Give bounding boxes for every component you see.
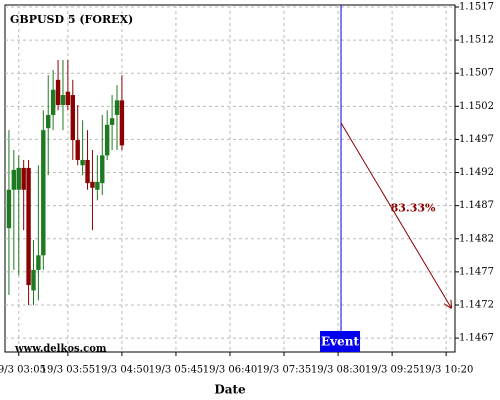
arrow-label: 83.33% (391, 201, 436, 214)
candle-body (65, 91, 71, 105)
y-tick-label: 1.1492 (459, 167, 494, 178)
candle-body (70, 95, 75, 141)
candle-body (85, 159, 90, 184)
x-tick-label: 19/3 03:05 (0, 365, 46, 376)
x-tick-label: 19/3 04:50 (95, 365, 149, 376)
candle-body (80, 159, 85, 166)
candle-body (95, 181, 100, 190)
candle-body (60, 95, 66, 105)
watermark: www.delkos.com (14, 344, 107, 355)
x-tick-label: 19/3 08:30 (311, 365, 365, 376)
x-tick-label: 19/3 07:35 (257, 365, 311, 376)
y-tick-label: 1.1477 (459, 266, 494, 277)
x-tick-label: 19/3 05:45 (149, 365, 203, 376)
candle-body (119, 100, 125, 146)
x-tick-label: 19/3 10:20 (419, 365, 473, 376)
candle-body (6, 189, 12, 229)
y-tick-label: 1.1497 (459, 134, 494, 145)
y-tick-label: 1.1487 (459, 200, 494, 211)
event-label: Event (321, 335, 359, 349)
y-tick-label: 1.1517 (459, 1, 494, 12)
y-tick-label: 1.1507 (459, 68, 494, 79)
candle-body (114, 100, 120, 115)
y-tick-label: 1.1502 (459, 101, 494, 112)
candle-body (55, 79, 61, 105)
x-axis-label: Date (214, 383, 246, 397)
candle-body (21, 167, 26, 190)
candle-body (11, 169, 17, 190)
y-tick-label: 1.1482 (459, 233, 494, 244)
candle-body (50, 89, 56, 115)
y-tick-label: 1.1512 (459, 35, 494, 46)
candle-body (26, 167, 31, 286)
candle-body (46, 114, 51, 129)
event-box (320, 331, 361, 352)
candle-body (41, 130, 46, 256)
y-tick-label: 1.1467 (459, 333, 494, 344)
x-tick-label: 19/3 03:55 (41, 365, 95, 376)
candle-body (31, 269, 36, 291)
candle-body (104, 124, 110, 156)
chart-title: GBPUSD 5 (FOREX) (10, 13, 133, 26)
candle-body (16, 167, 21, 190)
candle-body (75, 140, 80, 160)
candle-body (109, 118, 115, 125)
y-tick-label: 1.1472 (459, 299, 494, 310)
x-tick-label: 19/3 06:40 (203, 365, 257, 376)
arrow (340, 122, 451, 308)
candle-body (90, 181, 95, 188)
candle-body (100, 155, 105, 184)
x-tick-label: 19/3 09:25 (365, 365, 419, 376)
candle-body (36, 255, 41, 270)
